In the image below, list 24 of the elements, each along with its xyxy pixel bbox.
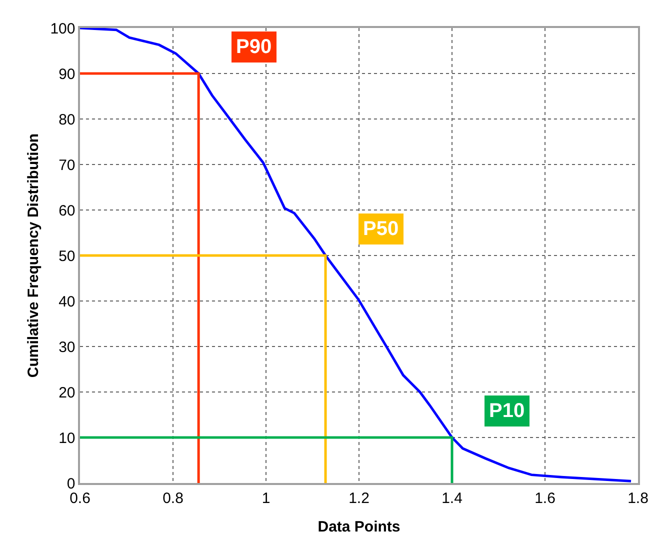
- y-axis-title: Cumilative Frequency Distribution: [24, 133, 42, 378]
- y-tick-label: 0: [66, 475, 76, 492]
- y-tick-label: 10: [58, 430, 76, 447]
- x-tick-label: 1.6: [534, 490, 556, 507]
- text: P50: [363, 218, 399, 240]
- text: P90: [236, 36, 272, 58]
- text: P10: [489, 400, 525, 422]
- x-tick-label: 1.2: [348, 490, 370, 507]
- y-tick-label: 50: [58, 248, 76, 265]
- y-tick-label: 80: [58, 111, 76, 128]
- x-tick-label: 1.8: [628, 490, 648, 507]
- y-tick-label: 100: [50, 20, 76, 38]
- y-tick-label: 30: [58, 338, 76, 356]
- x-tick-label: 1.4: [442, 490, 462, 507]
- x-tick-label: 1: [262, 490, 270, 507]
- y-tick-label: 40: [58, 293, 76, 310]
- y-tick-label: 70: [58, 156, 76, 174]
- y-tick-label: 60: [58, 202, 76, 220]
- line-series: [80, 28, 632, 482]
- x-tick-label: 0.6: [70, 490, 90, 507]
- y-tick-label: 90: [58, 66, 76, 83]
- x-axis-title: Data Points: [318, 518, 400, 536]
- y-tick-label: 20: [58, 384, 76, 402]
- x-tick-label: 0.8: [162, 490, 184, 507]
